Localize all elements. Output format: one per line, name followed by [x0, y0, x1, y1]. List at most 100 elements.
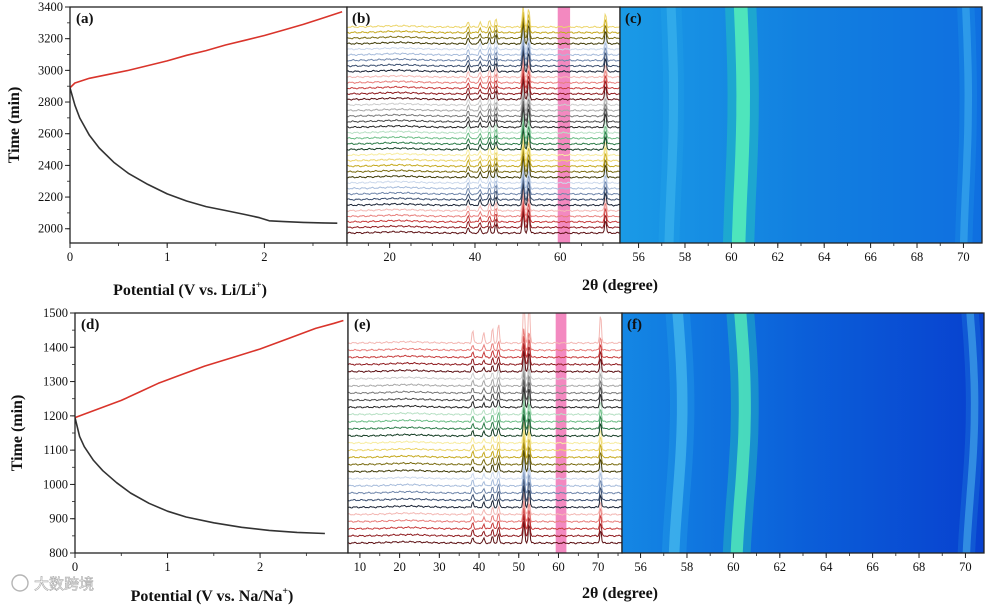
panel-c-xtick-label: 64 [818, 250, 831, 264]
panel-b-pattern-curve [347, 94, 620, 118]
panel-b: 20 40 60 (b) [346, 6, 621, 264]
panel-d: 0 1 2 800 900 1000 1100 1200 1300 1400 1500 (d) Po… [9, 306, 349, 605]
panel-b-pattern-curve [347, 211, 620, 235]
panel-f-xtick-label: 66 [866, 560, 879, 574]
panel-f-xtick-label: 56 [634, 560, 647, 574]
panel-b-pattern-curve [347, 11, 620, 35]
panel-e-pattern-curve [348, 363, 622, 388]
panel-d-label: (d) [81, 317, 99, 333]
panel-b-pattern-curve [347, 106, 620, 129]
panel-b-pattern-curve [347, 7, 620, 29]
panel-d-charge-curve [75, 319, 344, 419]
panel-b-pattern-curve [347, 100, 620, 124]
panel-f-xtick-label: 68 [913, 560, 926, 574]
panel-c-band [959, 6, 973, 244]
panel-c-band-glow [658, 6, 684, 244]
panel-e-pattern-curve [348, 429, 622, 452]
panel-f-xtick-label: 62 [774, 560, 787, 574]
panel-e-pattern-curve [348, 392, 622, 416]
panel-e-pattern-curve [348, 399, 622, 424]
panel-e-pattern-curve [348, 485, 622, 509]
panel-c-heatmap-background [620, 7, 982, 243]
panel-a-ytick-label: 2800 [38, 95, 63, 109]
panel-b-pattern-curve [347, 189, 620, 213]
panel-b-pattern-curve [347, 178, 620, 202]
panel-e-pattern-curve [348, 407, 622, 431]
panel-a-ytick-label: 2400 [38, 158, 63, 172]
panel-c-band [731, 6, 751, 244]
panel-e-pattern-curve [348, 457, 622, 481]
panel-b-pattern-curve [347, 72, 620, 96]
panel-d-ytick-label: 1100 [43, 443, 68, 457]
panel-b-pattern-curve [347, 16, 620, 40]
bottom-shared-xlabel: 2θ (degree) [582, 585, 658, 602]
panel-b-pattern-curve [347, 195, 620, 218]
panel-d-xtick-label: 0 [72, 560, 78, 574]
panel-d-ytick-label: 1300 [43, 375, 68, 389]
panel-d-ytick-label: 1400 [43, 340, 68, 354]
panel-c-xtick-label: 58 [679, 250, 692, 264]
panel-b-xtick-label: 40 [469, 250, 482, 264]
panel-d-discharge-curve [75, 417, 325, 535]
panel-d-plot-area [75, 313, 348, 553]
panel-e-xtick-label: 50 [513, 560, 526, 574]
panel-e-pattern-curve [348, 371, 622, 395]
panel-e-pattern-curve [348, 328, 622, 352]
panel-e-pattern-curve [348, 478, 622, 503]
panel-e-xtick-label: 30 [433, 560, 446, 574]
panel-c-xtick-label: 56 [632, 250, 645, 264]
panel-e-pattern-curve [348, 492, 622, 516]
panel-a-ylabel: Time (min) [6, 87, 23, 164]
panel-b-pattern-curve [347, 50, 620, 73]
watermark-logo-icon [11, 574, 29, 592]
watermark-text: 大数跨境 [34, 575, 94, 593]
panel-e-pattern-curve [348, 343, 622, 366]
panel-b-pattern-curve [347, 122, 620, 146]
panel-b-pattern-curve [347, 139, 620, 162]
panel-b-pattern-curve [347, 149, 620, 174]
panel-e-xtick-label: 40 [473, 560, 486, 574]
panel-e-pattern-curve [348, 450, 622, 474]
panel-e-pattern-curve [348, 435, 622, 459]
panel-b-pattern-curve [347, 134, 620, 157]
panel-b-pattern-curve [347, 172, 620, 196]
panel-e-pattern-curve [348, 357, 622, 381]
watermark: 大数跨境 [11, 574, 94, 593]
panel-d-ytick-label: 1200 [43, 409, 68, 423]
panel-d-ytick-label: 800 [49, 546, 68, 560]
panel-a-ytick-label: 2200 [38, 190, 63, 204]
panel-f-band-glow [957, 312, 984, 554]
panel-a-ytick-label: 3400 [38, 0, 63, 14]
panel-a-discharge-curve [70, 87, 338, 224]
panel-f-frame [621, 312, 985, 554]
panel-b-pattern-curve [347, 144, 620, 168]
panel-a-charge-curve [70, 11, 343, 89]
panel-f-xtick-label: 60 [727, 560, 740, 574]
panel-e-pattern-curve [348, 350, 622, 374]
panel-e-pattern-curve [348, 500, 622, 523]
panel-e-pattern-curve [348, 514, 622, 538]
panel-b-pattern-curve [347, 78, 620, 101]
panel-b-pattern-curve [347, 61, 620, 85]
panel-a-ytick-label: 3000 [38, 63, 63, 77]
panel-b-xtick-label: 60 [554, 250, 567, 264]
panel-c-xtick-label: 66 [864, 250, 877, 264]
panel-e: 10 20 30 40 50 60 70 (e) [347, 312, 623, 574]
panel-b-label: (b) [352, 11, 370, 27]
panel-e-label: (e) [354, 317, 371, 333]
panel-e-pattern-curve [348, 379, 622, 402]
panel-a-ytick-label: 3200 [38, 32, 63, 46]
panel-b-plot-area [347, 7, 620, 243]
panel-b-pattern-curve [347, 200, 620, 224]
panel-c: 56 58 60 62 64 66 68 70 (c) [619, 6, 983, 264]
panel-c-band-glow [955, 6, 978, 244]
panel-f-band [668, 312, 688, 554]
panel-e-pattern-curve [348, 414, 622, 438]
panel-c-xtick-label: 70 [957, 250, 970, 264]
panel-f-band [730, 312, 751, 554]
panel-f-xtick-label: 70 [959, 560, 972, 574]
panel-b-pattern-curve [347, 88, 620, 112]
panel-b-pattern-curve [347, 67, 620, 90]
panel-d-ylabel: Time (min) [9, 395, 26, 472]
